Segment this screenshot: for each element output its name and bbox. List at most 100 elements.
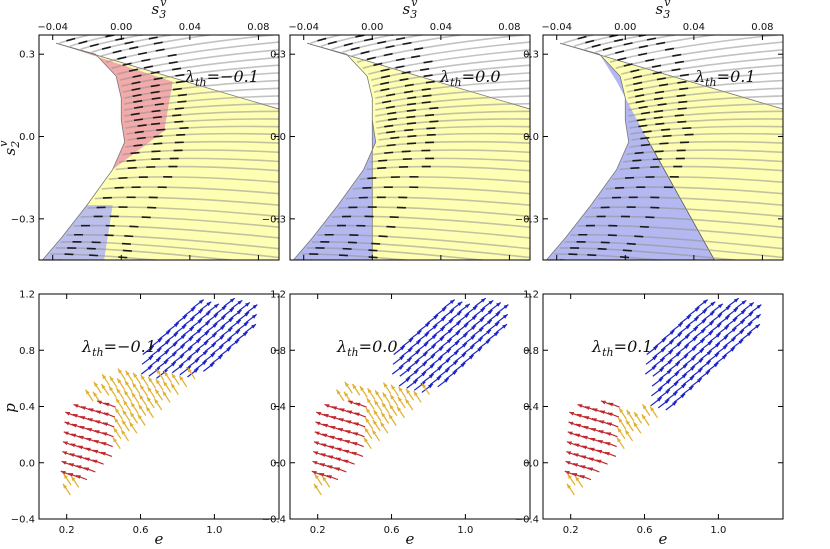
- quiver-arrowhead: [673, 381, 679, 387]
- quiver-arrowhead: [606, 432, 612, 436]
- quiver-arrowhead: [72, 423, 78, 428]
- quiver-arrowhead: [590, 437, 596, 442]
- quiver-arrowhead: [220, 315, 226, 321]
- quiver-arrowhead: [455, 331, 461, 336]
- x-axis-label: e: [406, 530, 415, 548]
- region-blue: [42, 205, 113, 260]
- quiver-arrowhead: [406, 367, 411, 373]
- x-axis-label: s3v: [403, 0, 419, 21]
- stream-arrow: [126, 159, 136, 162]
- stream-arrow: [112, 49, 122, 54]
- quiver-arrowhead: [485, 339, 491, 345]
- quiver-arrowhead: [683, 354, 689, 359]
- quiver-arrowhead: [580, 465, 586, 470]
- y-tick-label: 1.2: [19, 290, 35, 301]
- stream-arrow: [384, 151, 394, 154]
- quiver-arrowhead: [710, 301, 716, 307]
- quiver-arrowhead: [195, 348, 200, 354]
- quiver-arrowhead: [658, 377, 664, 383]
- quiver-arrowhead: [251, 324, 256, 329]
- x-tick-label: −0.04: [541, 22, 572, 33]
- stream-arrow: [656, 41, 666, 45]
- stream-arrow: [638, 29, 647, 31]
- quiver-arrowhead: [227, 327, 233, 333]
- quiver-arrowhead: [448, 319, 454, 324]
- quiver-arrowhead: [406, 388, 411, 394]
- quiver-arrowhead: [210, 353, 216, 358]
- quiver-arrowhead: [675, 352, 681, 357]
- streamline: [309, 35, 344, 44]
- y-tick-label: 0.0: [270, 132, 286, 143]
- quiver-arrowhead: [62, 451, 68, 455]
- quiver-arrowhead: [209, 362, 215, 368]
- quiver-arrowhead: [584, 416, 590, 420]
- quiver-arrowhead: [576, 414, 582, 418]
- y-tick-label: 1.2: [270, 290, 286, 301]
- quiver-arrowhead: [431, 344, 436, 349]
- quiver-arrowhead: [213, 313, 219, 319]
- stream-arrow: [107, 263, 116, 264]
- quiver-arrowhead: [102, 432, 108, 436]
- quiver-arrowhead: [716, 323, 722, 328]
- stream-arrow: [384, 124, 394, 128]
- stream-arrow: [118, 256, 128, 259]
- x-axis-label: s3v: [656, 0, 672, 21]
- quiver-arrowhead: [148, 376, 153, 382]
- quiver-arrowhead: [118, 368, 123, 374]
- quiver-arrowhead: [567, 431, 573, 436]
- y-tick-label: 0.0: [19, 132, 35, 143]
- quiver-arrowhead: [374, 400, 379, 406]
- stream-arrow: [342, 35, 344, 36]
- quiver-arrowhead: [103, 412, 109, 417]
- stream-arrow: [137, 51, 148, 56]
- quiver-arrowhead: [731, 327, 737, 333]
- plot-area: [564, 297, 762, 496]
- stream-arrow: [133, 105, 144, 109]
- x-tick-label: 0.2: [563, 525, 579, 536]
- quiver-arrowhead: [93, 449, 99, 454]
- stream-arrow: [630, 166, 640, 170]
- stream-arrow: [406, 142, 417, 145]
- quiver-arrowhead: [129, 421, 134, 427]
- quiver-arrowhead: [242, 331, 248, 337]
- stream-arrow: [591, 43, 601, 48]
- quiver-arrowhead: [502, 314, 508, 319]
- quiver-arrowhead: [493, 331, 499, 337]
- y-tick-label: 0.8: [270, 346, 286, 357]
- quiver-arrowhead: [460, 362, 466, 368]
- stream-arrow: [380, 75, 391, 79]
- quiver-arrowhead: [336, 447, 342, 452]
- stream-arrow: [373, 62, 383, 67]
- stream-arrow: [387, 111, 397, 115]
- panel-top-middle: −0.04 0.00 0.04 0.08 0.3 0.0 −0.3 s3v λth=0.0: [262, 0, 531, 261]
- x-tick-label: 0.04: [430, 22, 452, 33]
- quiver-arrowhead: [682, 364, 688, 369]
- quiver-arrowhead: [220, 325, 225, 330]
- quiver-arrowhead: [582, 445, 588, 450]
- quiver-arrowhead: [567, 474, 572, 479]
- quiver-arrowhead: [686, 315, 692, 320]
- quiver-arrowhead: [565, 461, 571, 465]
- quiver-arrowhead: [173, 332, 179, 338]
- quiver-arrowhead: [699, 348, 704, 354]
- stream-arrow: [677, 107, 687, 110]
- y-axis-label: s2v: [0, 140, 22, 156]
- y-tick-label: 0.3: [523, 50, 539, 61]
- boundary-curve: [293, 42, 377, 260]
- x-axis-label: s3v: [152, 0, 168, 21]
- quiver-arrowhead: [724, 325, 729, 330]
- quiver-arrowhead: [139, 394, 144, 400]
- stream-arrow: [378, 235, 388, 238]
- quiver-arrowhead: [422, 383, 427, 389]
- quiver-arrowhead: [702, 309, 707, 314]
- quiver-arrowhead: [661, 338, 667, 343]
- quiver-arrowhead: [707, 341, 713, 346]
- quiver-arrowhead: [480, 308, 485, 313]
- quiver-arrowhead: [698, 358, 704, 364]
- quiver-arrowhead: [666, 369, 672, 375]
- quiver-arrowhead: [581, 455, 587, 460]
- stream-arrow: [172, 67, 182, 71]
- quiver-arrowhead: [204, 331, 210, 336]
- stream-arrow: [653, 116, 663, 119]
- stream-arrow: [638, 52, 648, 56]
